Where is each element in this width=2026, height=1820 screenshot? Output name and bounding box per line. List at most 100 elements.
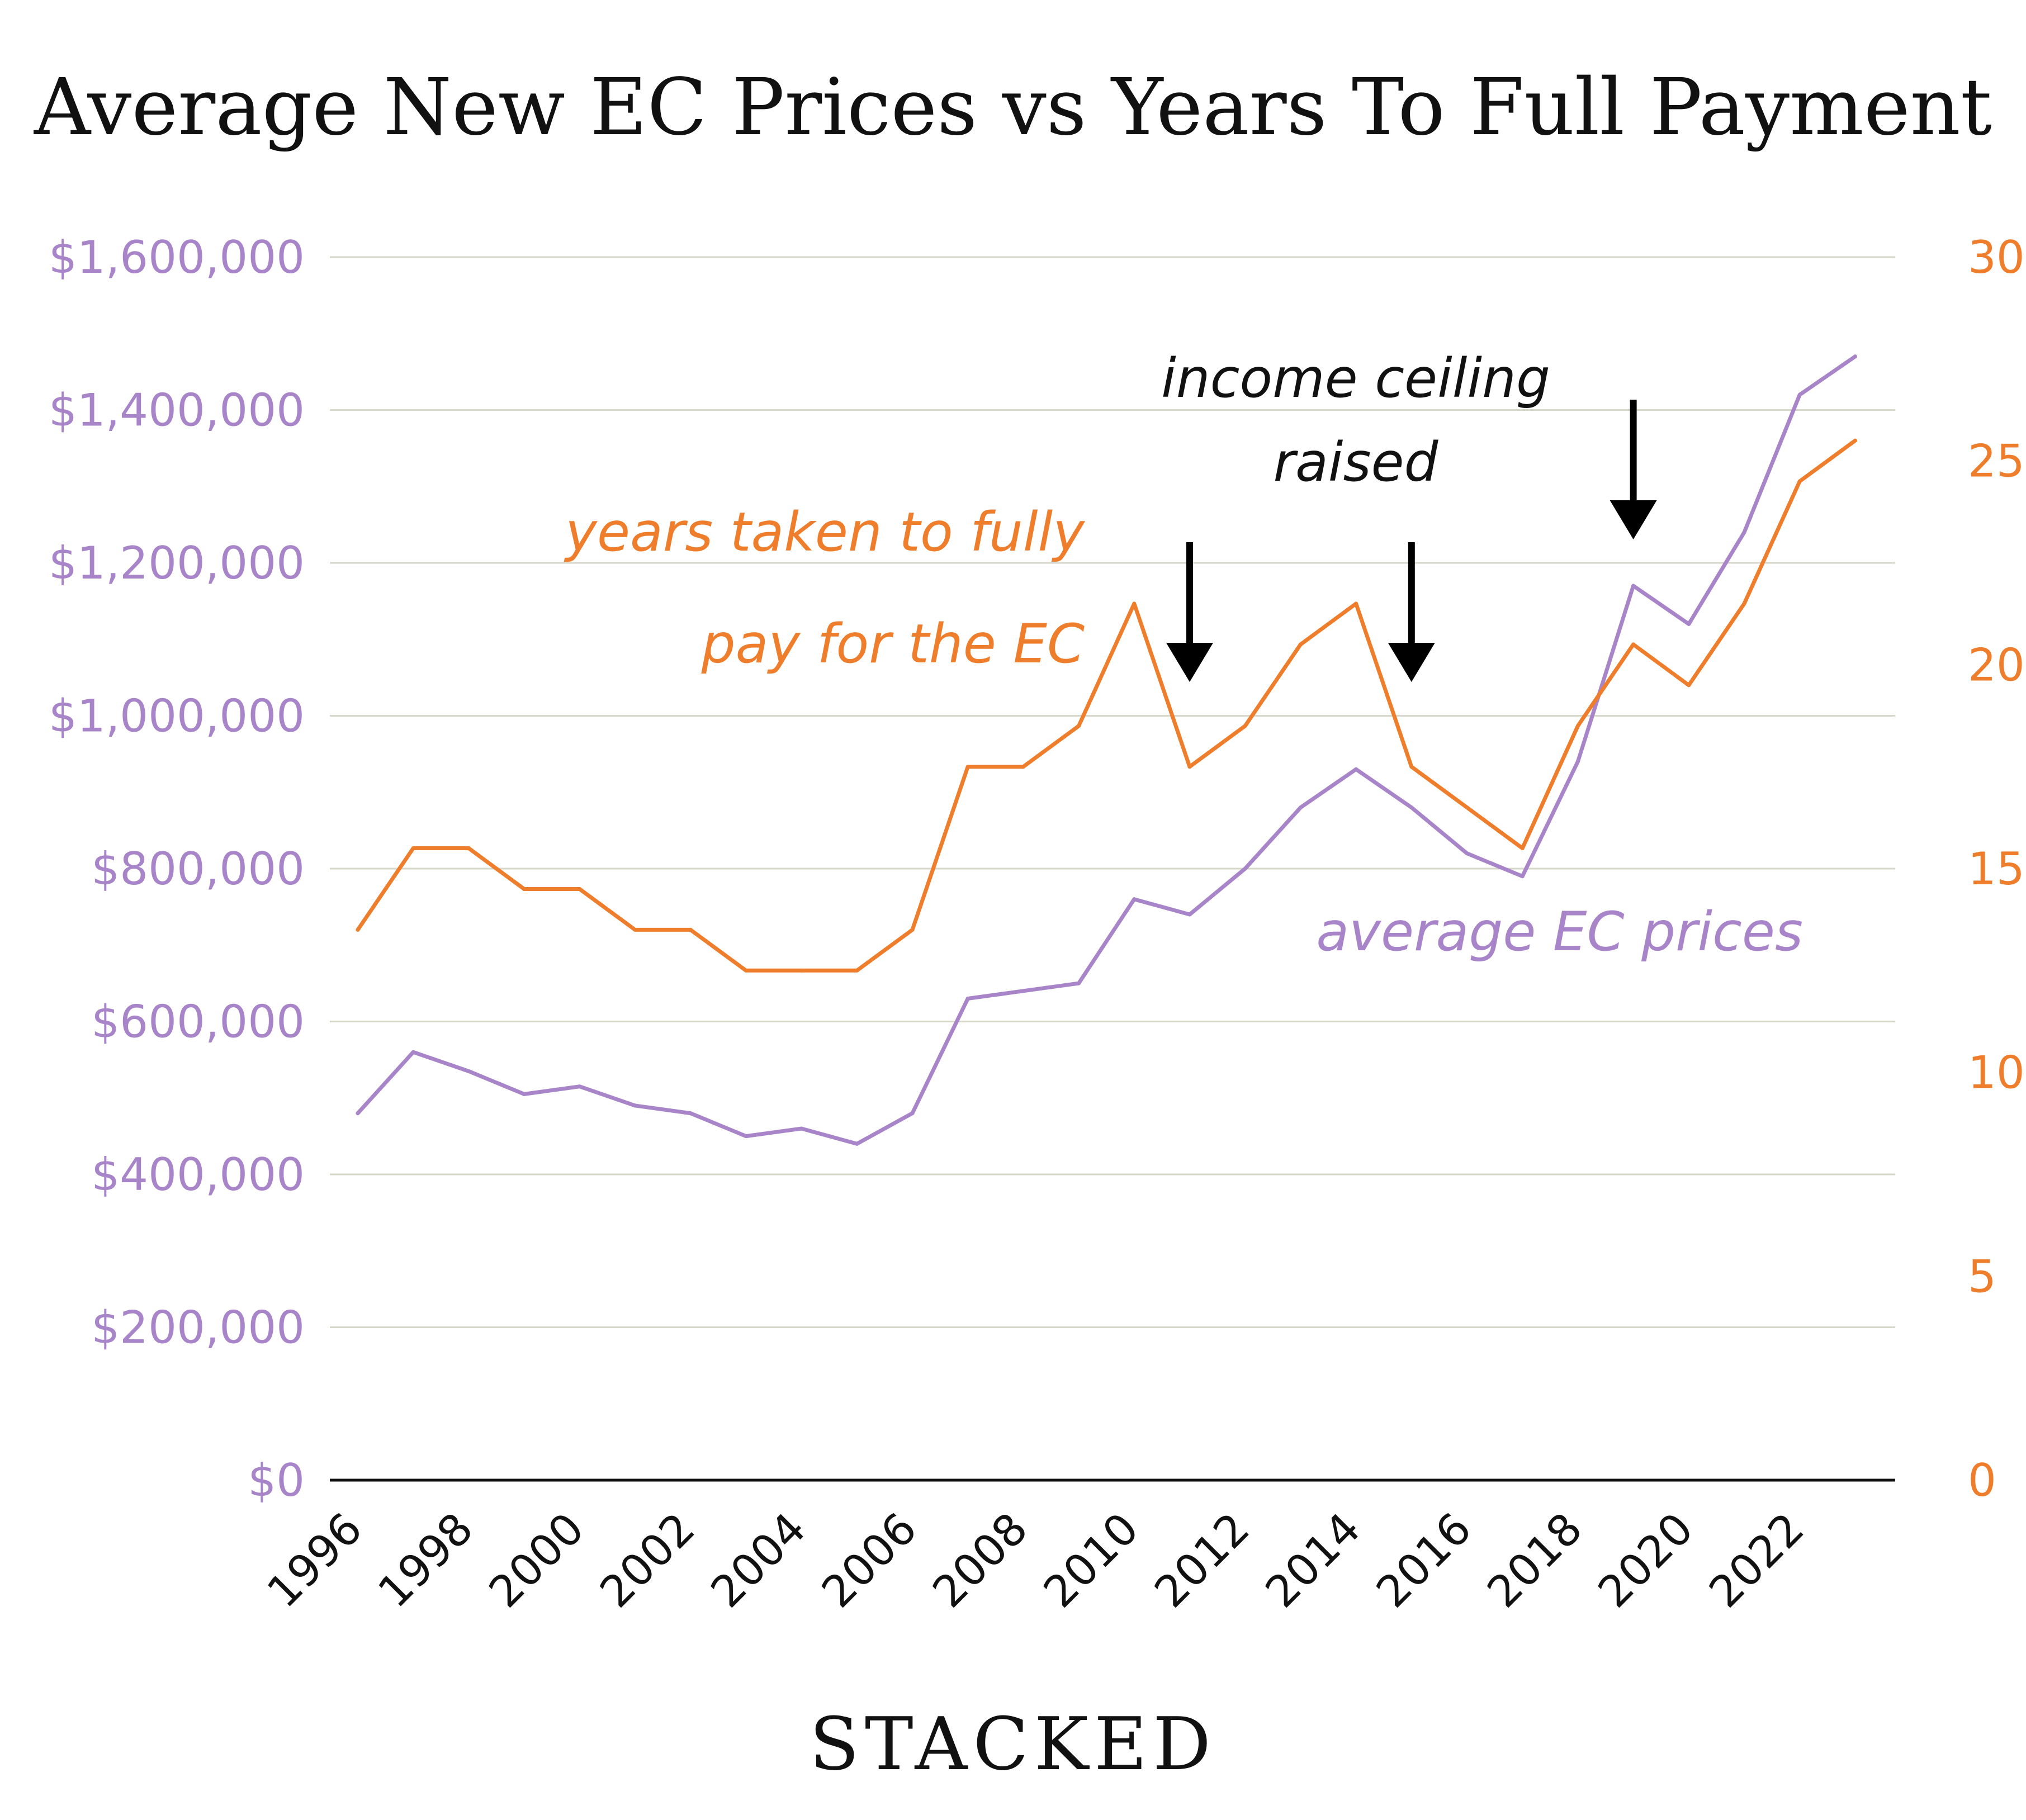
data-point-price [688, 1111, 693, 1116]
left-tick-label: $200,000 [91, 1302, 305, 1354]
data-point-price [855, 1141, 859, 1146]
footer-brand: STACKED [810, 1701, 1216, 1786]
data-point-price [466, 1069, 471, 1073]
data-point-price [1243, 866, 1247, 871]
data-point-price [1298, 805, 1303, 810]
data-point-years [1132, 601, 1137, 606]
left-tick-label: $800,000 [91, 843, 305, 895]
data-point-price [1575, 760, 1580, 764]
data-point-years [688, 927, 693, 932]
data-point-years [1021, 765, 1025, 769]
data-point-price [1354, 767, 1358, 771]
x-tick-label: 2008 [924, 1504, 1038, 1618]
series-line-years [356, 438, 1857, 973]
x-tick-label: 2018 [1478, 1504, 1592, 1618]
data-point-years [744, 968, 748, 973]
left-tick-label: $600,000 [91, 996, 305, 1048]
data-point-price [1021, 989, 1025, 993]
data-point-years [799, 968, 804, 973]
data-point-years [466, 846, 471, 850]
data-point-price [1520, 874, 1525, 879]
data-point-years [965, 765, 970, 769]
data-point-price [577, 1084, 582, 1089]
right-tick-label: 20 [1968, 639, 2025, 691]
data-point-years [356, 927, 360, 932]
arrow-icon [1388, 542, 1435, 682]
data-point-price [1465, 851, 1469, 856]
right-tick-label: 15 [1968, 843, 2025, 895]
left-axis-ticks: $0 $200,000 $400,000 $600,000 $800,000 $1,000… [49, 231, 305, 1506]
x-tick-label: 2020 [1589, 1504, 1703, 1618]
data-point-price [1853, 354, 1857, 359]
data-point-price [744, 1134, 748, 1139]
data-point-years [1520, 846, 1525, 850]
x-tick-label: 2010 [1034, 1504, 1148, 1618]
arrow-icon [1610, 400, 1657, 539]
data-point-price [1077, 981, 1081, 985]
data-point-price [1742, 530, 1746, 534]
data-point-years [1465, 805, 1469, 810]
data-point-years [1687, 683, 1691, 688]
data-point-years [522, 887, 527, 891]
left-tick-label: $1,400,000 [49, 385, 305, 437]
data-point-price [1797, 392, 1802, 397]
data-point-price [1187, 912, 1192, 917]
x-axis-ticks: 1996199820002002200420062008201020122014… [258, 1504, 1814, 1618]
x-tick-label: 1996 [258, 1504, 372, 1618]
left-tick-label: $1,600,000 [49, 231, 305, 283]
data-point-price [910, 1111, 915, 1116]
data-point-years [1631, 642, 1636, 647]
arrow-layer [1166, 400, 1657, 682]
data-point-years [1187, 765, 1192, 769]
data-point-years [1575, 724, 1580, 728]
data-point-years [411, 846, 415, 850]
chart-title: Average New EC Prices vs Years To Full P… [34, 62, 1992, 153]
years-label-line-1: years taken to fully [564, 501, 1085, 563]
x-tick-label: 2006 [812, 1504, 926, 1618]
data-point-years [1853, 438, 1857, 443]
right-tick-label: 0 [1968, 1454, 1996, 1506]
data-point-years [1243, 724, 1247, 728]
data-point-years [1797, 479, 1802, 484]
income-label-line-1: income ceiling [1161, 347, 1550, 410]
data-point-price [1687, 622, 1691, 626]
data-point-years [1354, 601, 1358, 606]
data-point-years [910, 927, 915, 932]
series-line-price [356, 354, 1857, 1146]
years-label-line-2: pay for the EC [701, 613, 1085, 675]
data-point-years [1742, 601, 1746, 606]
data-point-price [522, 1092, 527, 1096]
x-tick-label: 2016 [1367, 1504, 1481, 1618]
data-point-price [1409, 805, 1414, 810]
data-point-years [1409, 765, 1414, 769]
data-point-years [577, 887, 582, 891]
right-axis-ticks: 0 5 10 15 20 25 30 [1968, 231, 2025, 1506]
x-tick-label: 2012 [1145, 1504, 1260, 1618]
x-tick-label: 2002 [591, 1504, 705, 1618]
left-tick-label: $400,000 [91, 1149, 305, 1201]
x-tick-label: 1998 [369, 1504, 483, 1618]
data-point-price [1132, 897, 1137, 902]
data-point-price [356, 1111, 360, 1116]
x-tick-label: 2014 [1256, 1504, 1370, 1618]
left-tick-label: $1,200,000 [49, 537, 305, 589]
x-tick-label: 2000 [480, 1504, 594, 1618]
right-tick-label: 10 [1968, 1047, 2025, 1099]
data-point-price [411, 1050, 415, 1054]
data-point-price [633, 1103, 637, 1108]
data-point-years [855, 968, 859, 973]
left-tick-label: $0 [248, 1454, 305, 1506]
right-tick-label: 30 [1968, 231, 2025, 283]
data-point-price [965, 997, 970, 1001]
left-tick-label: $1,000,000 [49, 690, 305, 742]
income-label-line-2: raised [1274, 431, 1439, 494]
data-point-years [633, 927, 637, 932]
right-tick-label: 5 [1968, 1250, 1996, 1302]
right-tick-label: 25 [1968, 435, 2025, 487]
x-tick-label: 2022 [1700, 1504, 1814, 1618]
data-point-price [1631, 584, 1636, 588]
x-tick-label: 2004 [702, 1504, 816, 1618]
price-label: average EC prices [1316, 900, 1803, 963]
